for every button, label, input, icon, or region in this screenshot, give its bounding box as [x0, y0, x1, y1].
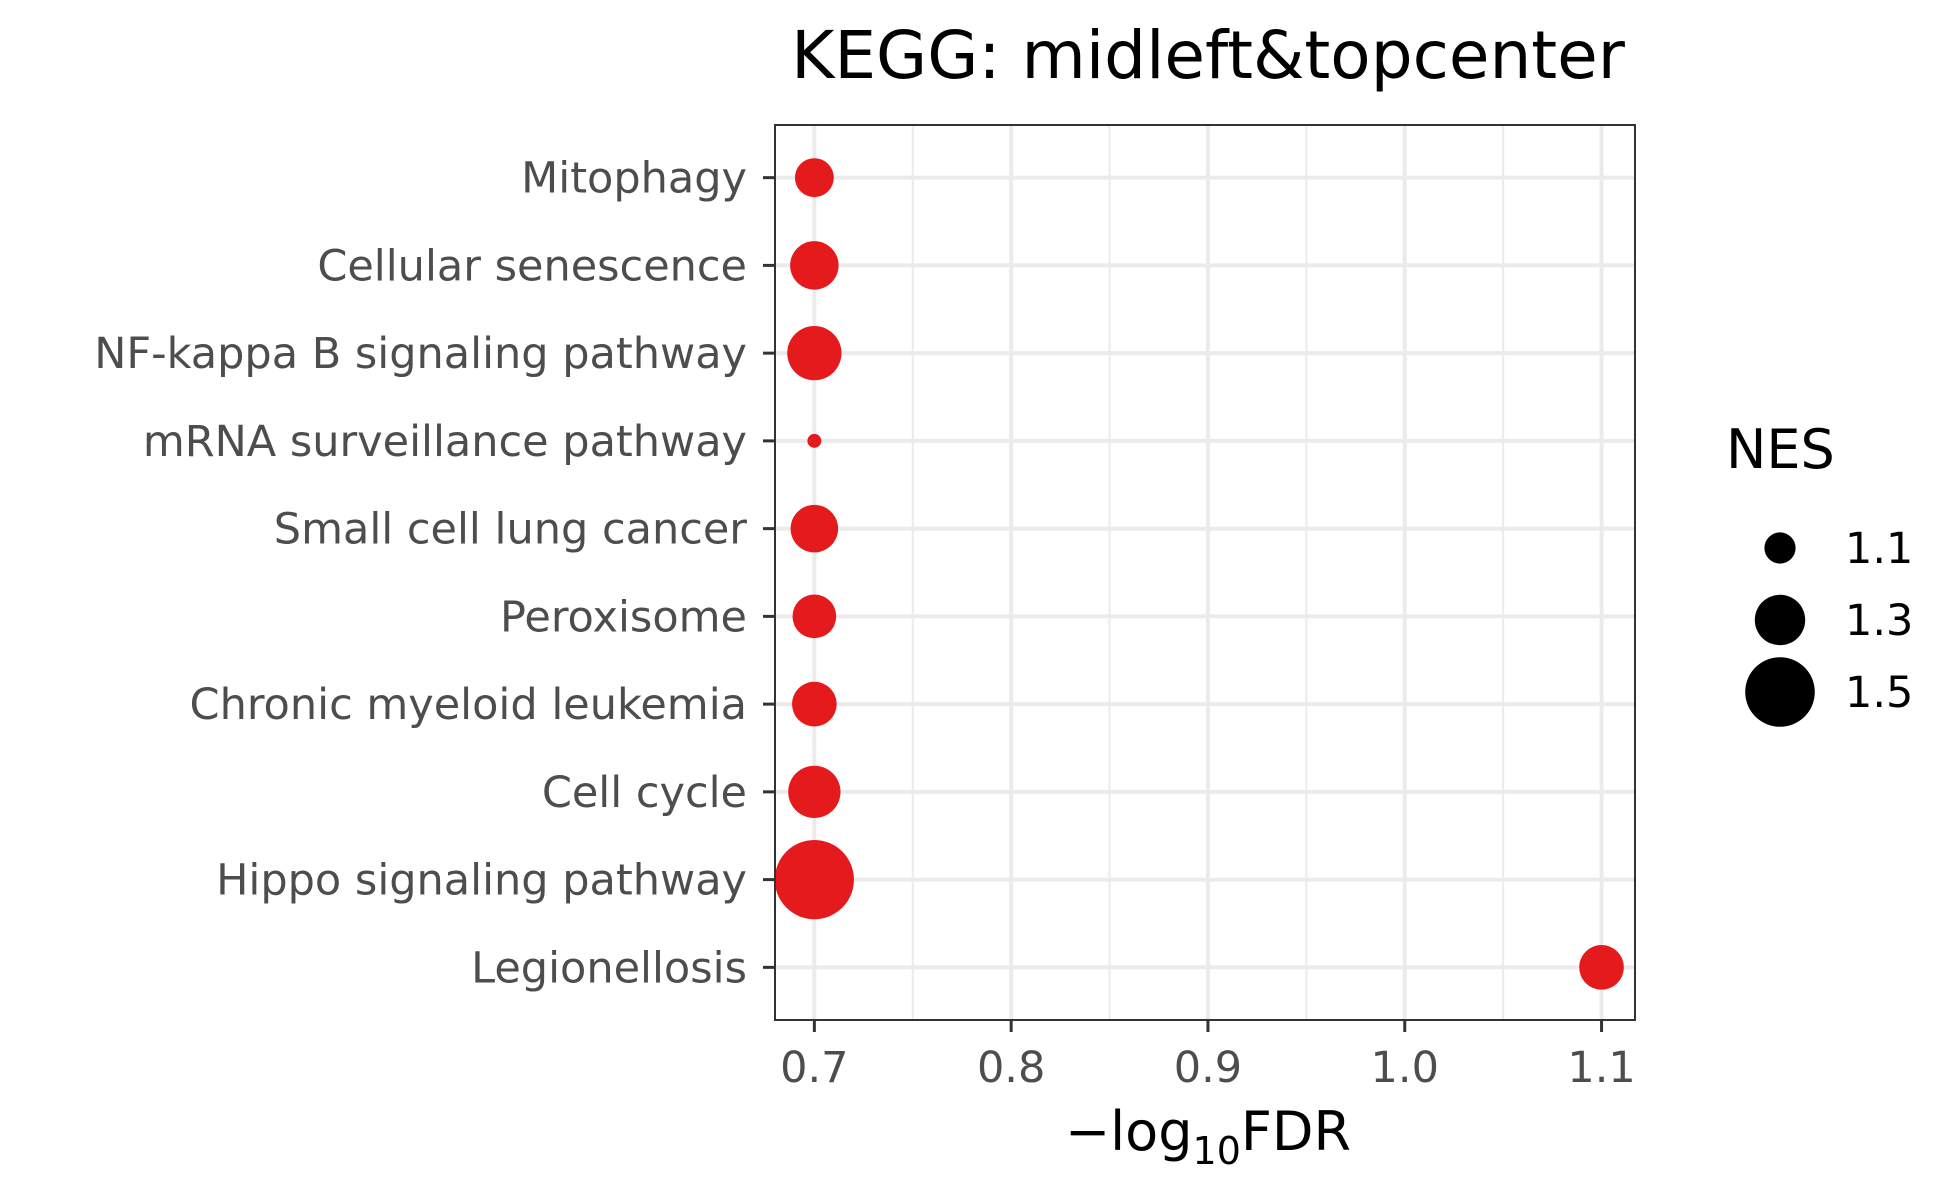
y-tick-label: Small cell lung cancer — [274, 505, 748, 555]
data-point — [1579, 945, 1624, 990]
chart-title: KEGG: midleft&topcenter — [791, 17, 1626, 94]
data-point — [790, 504, 839, 553]
legend-title: NES — [1726, 418, 1835, 481]
legend-label: 1.3 — [1845, 596, 1913, 646]
y-tick-label: mRNA surveillance pathway — [143, 417, 747, 467]
legend-label: 1.5 — [1845, 668, 1913, 718]
y-tick-label: Mitophagy — [521, 154, 747, 204]
legend-key — [1754, 594, 1806, 646]
x-tick-label: 1.0 — [1371, 1043, 1439, 1093]
panel-border — [774, 124, 1636, 1021]
y-tick-label: Cell cycle — [542, 768, 747, 818]
y-tick-label: Legionellosis — [471, 943, 747, 993]
x-tick-label: 0.9 — [1174, 1043, 1242, 1093]
data-point — [790, 241, 839, 290]
y-tick-label: Chronic myeloid leukemia — [190, 680, 747, 730]
x-tick-label: 0.8 — [977, 1043, 1045, 1093]
legend: NES 1.1 1.3 1.5 — [1726, 418, 1913, 727]
x-axis-label: −log10FDR — [1065, 1100, 1351, 1173]
x-axis: 0.7 0.8 0.9 1.0 1.1 — [780, 1020, 1636, 1093]
y-tick-label: NF-kappa B signaling pathway — [94, 329, 747, 379]
data-point — [788, 765, 841, 819]
data-point — [774, 840, 854, 920]
y-axis: Mitophagy Cellular senescence NF-kappa B s… — [94, 154, 775, 993]
legend-key — [1745, 657, 1815, 727]
y-tick-label: Hippo signaling pathway — [216, 856, 747, 906]
y-tick-label: Cellular senescence — [317, 241, 747, 291]
data-point — [787, 326, 842, 381]
data-point — [792, 681, 837, 727]
legend-label: 1.1 — [1845, 524, 1913, 574]
y-tick-label: Peroxisome — [500, 592, 747, 642]
x-tick-label: 0.7 — [780, 1043, 848, 1093]
plot-panel — [774, 124, 1636, 1021]
x-tick-label: 1.1 — [1567, 1043, 1635, 1093]
data-point — [792, 594, 837, 639]
data-point — [794, 158, 834, 198]
legend-key — [1764, 532, 1796, 564]
data-point — [807, 433, 822, 448]
